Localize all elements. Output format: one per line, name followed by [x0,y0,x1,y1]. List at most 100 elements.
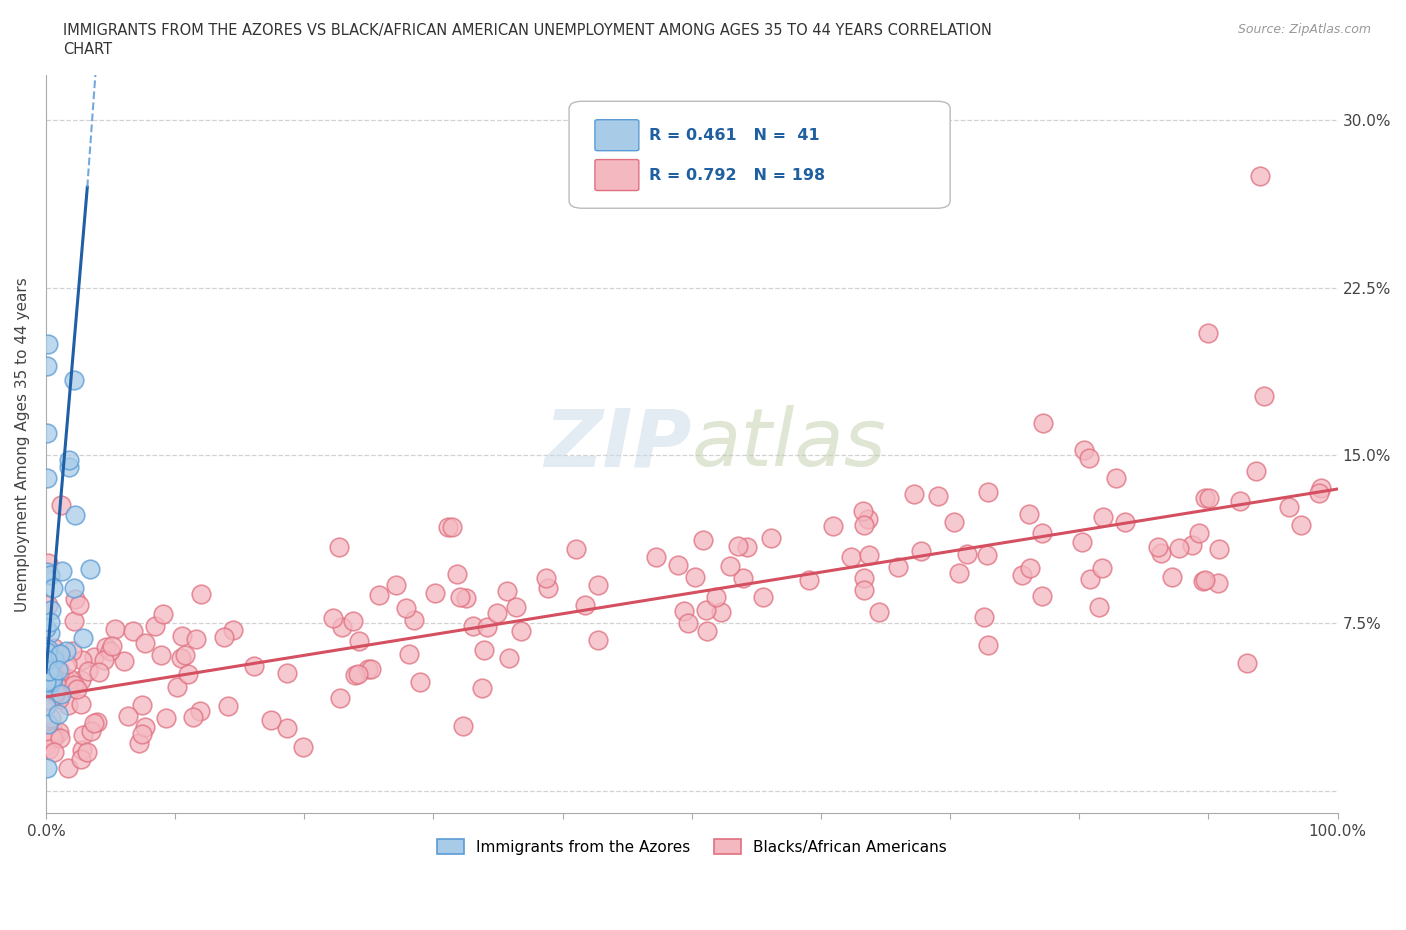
Point [446,566,468,581]
Point [51,686,73,701]
Point [38,674,60,689]
Point [696,623,718,638]
Point [87,665,110,680]
Point [44,653,66,668]
Point [217,698,239,713]
Point [37,761,59,776]
Point [131,727,153,742]
Point [839,550,862,565]
Point [1032,415,1054,430]
Point [58,761,80,776]
Text: ZIP: ZIP [544,405,692,484]
Point [37,642,59,657]
Point [46,679,69,694]
Point [42,580,65,595]
Point [83,716,105,731]
Point [858,548,880,563]
FancyBboxPatch shape [595,160,638,191]
Point [1309,480,1331,495]
Text: IMMIGRANTS FROM THE AZORES VS BLACK/AFRICAN AMERICAN UNEMPLOYMENT AMONG AGES 35 : IMMIGRANTS FROM THE AZORES VS BLACK/AFRI… [63,23,993,38]
Point [1091,510,1114,525]
Point [887,560,910,575]
Point [70,653,93,668]
Point [39,711,62,725]
Point [112,654,135,669]
Point [56,698,79,713]
Point [347,633,370,648]
Point [276,666,298,681]
Point [1150,546,1173,561]
Point [398,646,420,661]
Point [565,542,588,557]
Point [48,724,70,739]
Point [42,641,65,656]
Point [152,606,174,621]
Point [37,644,59,659]
Point [1181,538,1204,552]
Point [1146,540,1168,555]
Point [70,751,93,766]
Point [692,533,714,548]
Point [35,737,58,752]
Point [260,713,283,728]
Point [475,619,498,634]
Point [35,471,58,485]
Point [328,539,350,554]
Point [973,610,995,625]
Point [1168,540,1191,555]
Point [42,655,65,670]
Point [683,570,706,585]
Point [347,667,370,682]
FancyBboxPatch shape [569,101,950,208]
Point [1206,576,1229,591]
Point [44,663,66,678]
Point [852,504,875,519]
Point [35,620,58,635]
Point [42,668,65,683]
Point [574,597,596,612]
Point [37,597,59,612]
Point [49,664,72,679]
Point [453,718,475,733]
Point [1018,507,1040,522]
Point [454,591,477,605]
Point [472,642,495,657]
Point [910,544,932,559]
Point [440,520,463,535]
Point [77,664,100,679]
Point [184,632,207,647]
Point [69,697,91,711]
Point [44,684,66,699]
Point [62,643,84,658]
Point [868,604,890,619]
Point [48,691,70,706]
Point [385,578,408,592]
Point [37,664,59,679]
Point [222,622,245,637]
Point [1073,442,1095,457]
Point [39,615,62,630]
Point [190,587,212,602]
Point [731,571,754,586]
Point [58,672,80,687]
Point [976,548,998,563]
Point [37,664,59,679]
Point [41,673,63,688]
Y-axis label: Unemployment Among Ages 35 to 44 years: Unemployment Among Ages 35 to 44 years [15,277,30,612]
Point [1229,494,1251,509]
Point [645,550,668,565]
Point [37,716,59,731]
Point [1208,541,1230,556]
Point [342,613,364,628]
Point [44,687,66,702]
FancyBboxPatch shape [595,120,638,151]
Point [150,647,173,662]
Point [943,514,966,529]
Text: CHART: CHART [63,42,112,57]
Point [718,559,741,574]
Point [1031,526,1053,541]
Point [423,585,446,600]
Point [1077,451,1099,466]
Point [93,653,115,668]
Point [63,591,86,606]
